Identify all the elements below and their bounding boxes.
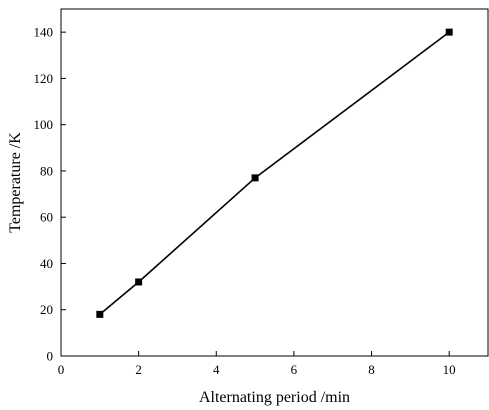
- y-tick-label: 0: [47, 349, 54, 364]
- x-axis-label: Alternating period /min: [199, 389, 350, 406]
- data-point-marker: [445, 28, 453, 36]
- plot-area-border: [60, 8, 489, 357]
- data-point-marker: [96, 310, 104, 318]
- x-tick-label: 2: [135, 362, 142, 377]
- y-tick-label: 20: [40, 302, 53, 317]
- y-tick-label: 120: [34, 71, 54, 86]
- x-tick-label: 4: [213, 362, 220, 377]
- x-tick-label: 6: [291, 362, 298, 377]
- y-axis-label: Temperature /K: [7, 132, 24, 233]
- x-tick-label: 0: [58, 362, 65, 377]
- data-point-marker: [135, 278, 143, 286]
- y-tick-label: 60: [40, 210, 53, 225]
- x-axis-ticks: 0 2 4 6 8 10: [58, 351, 456, 377]
- y-tick-label: 140: [34, 25, 54, 40]
- y-tick-label: 40: [40, 256, 53, 271]
- series-line: [99, 31, 450, 316]
- y-axis-ticks: 0 20 40 60 80 100 120 140: [34, 25, 66, 364]
- y-tick-label: 80: [40, 163, 53, 178]
- x-tick-label: 8: [368, 362, 375, 377]
- data-point-marker: [251, 174, 259, 182]
- series-group: [96, 28, 453, 318]
- plot-frame: [60, 8, 489, 357]
- x-tick-label: 10: [443, 362, 456, 377]
- y-tick-label: 100: [34, 117, 54, 132]
